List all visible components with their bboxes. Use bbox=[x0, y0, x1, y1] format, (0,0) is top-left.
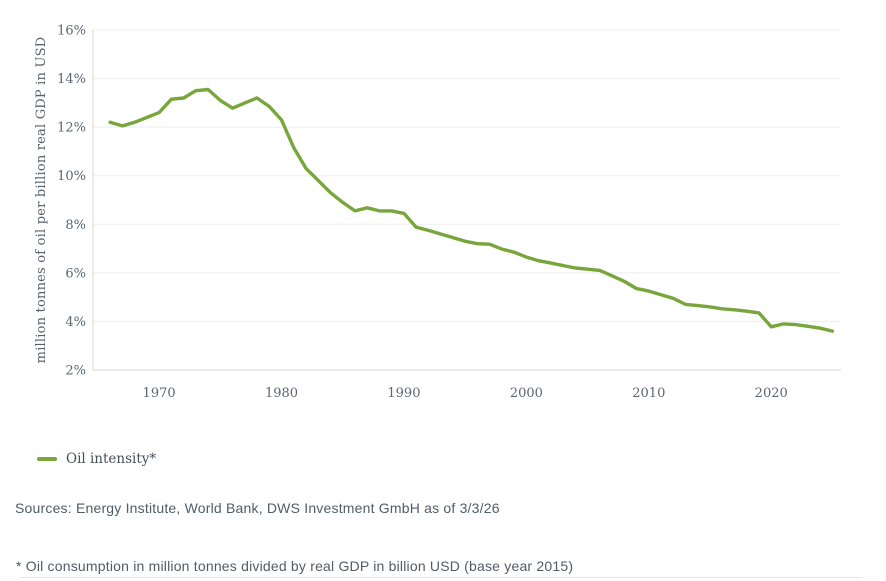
oil-intensity-chart: 2% 4% 6% 8% 10% 12% 14% 16% 1970 1980 1990 2000 2010… bbox=[34, 24, 841, 401]
bottom-divider bbox=[20, 577, 862, 578]
x-tick-label-2010: 2010 bbox=[632, 386, 665, 401]
legend-label-oil-intensity: Oil intensity* bbox=[66, 451, 157, 467]
sources-text: Sources: Energy Institute, World Bank, D… bbox=[15, 500, 500, 516]
x-tick-label-2020: 2020 bbox=[755, 386, 788, 401]
x-tick-label-1990: 1990 bbox=[387, 386, 420, 401]
y-tick-label-12pct: 12% bbox=[57, 121, 86, 136]
oil-intensity-line bbox=[108, 87, 835, 333]
y-tick-label-2pct: 2% bbox=[65, 364, 86, 379]
footnote-text: * Oil consumption in million tonnes divi… bbox=[16, 558, 574, 574]
x-tick-label-1970: 1970 bbox=[143, 386, 176, 401]
y-tick-label-6pct: 6% bbox=[65, 266, 86, 281]
y-tick-label-16pct: 16% bbox=[57, 24, 86, 39]
legend-line-swatch bbox=[37, 457, 57, 461]
y-tick-label-4pct: 4% bbox=[65, 315, 86, 330]
x-tick-label-2000: 2000 bbox=[510, 386, 543, 401]
y-axis-title: million tonnes of oil per billion real G… bbox=[34, 37, 49, 364]
y-tick-label-10pct: 10% bbox=[57, 169, 86, 184]
y-tick-label-8pct: 8% bbox=[65, 218, 86, 233]
y-tick-label-14pct: 14% bbox=[57, 72, 86, 87]
legend: Oil intensity* bbox=[37, 451, 156, 467]
x-tick-label-1980: 1980 bbox=[265, 386, 298, 401]
chart-canvas: 2% 4% 6% 8% 10% 12% 14% 16% 1970 1980 1990 2000 2010… bbox=[34, 24, 841, 401]
